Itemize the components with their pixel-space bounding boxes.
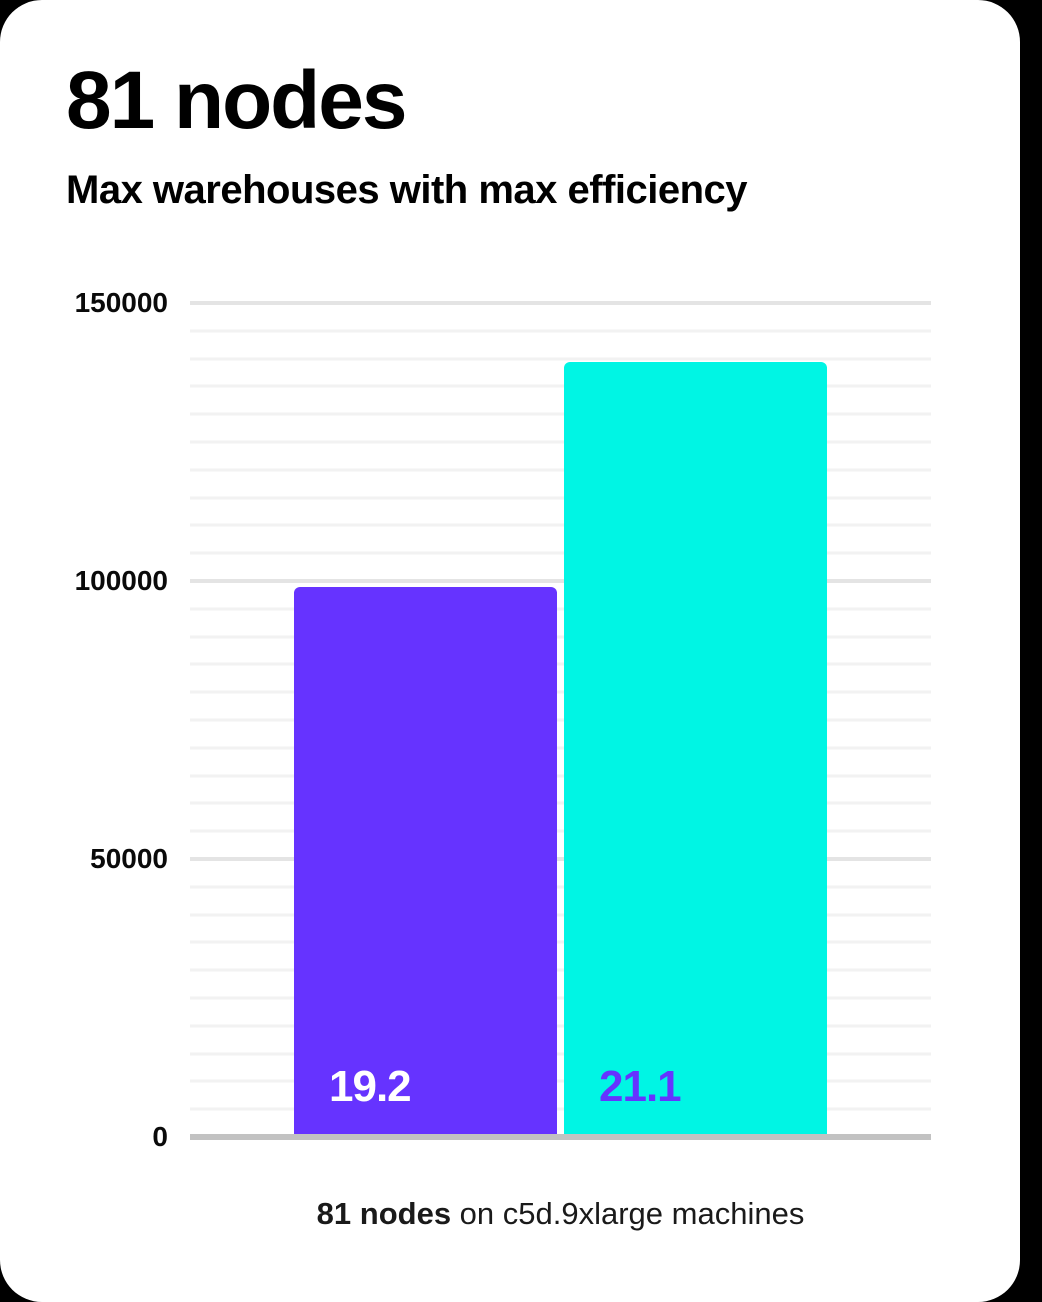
minor-gridline — [190, 718, 931, 722]
x-axis-line — [190, 1134, 931, 1140]
minor-gridline — [190, 440, 931, 444]
minor-gridline — [190, 329, 931, 333]
minor-gridline — [190, 746, 931, 750]
minor-gridline — [190, 913, 931, 917]
caption-regular-text: on c5d.9xlarge machines — [451, 1196, 805, 1231]
y-axis-tick-labels: 150000 100000 50000 0 — [40, 289, 168, 1151]
bar-chart-plot: 19.2 21.1 — [190, 301, 931, 1140]
y-tick-label: 100000 — [74, 565, 168, 597]
y-tick-label: 50000 — [90, 843, 168, 875]
caption-bold-text: 81 nodes — [316, 1196, 452, 1231]
minor-gridline — [190, 496, 931, 500]
minor-gridline — [190, 635, 931, 639]
minor-gridline — [190, 1052, 931, 1056]
minor-gridline — [190, 885, 931, 889]
minor-gridline — [190, 940, 931, 944]
bar-value-label: 21.1 — [599, 1062, 682, 1111]
minor-gridline — [190, 662, 931, 666]
minor-gridline — [190, 523, 931, 527]
bar-cyan: 21.1 — [564, 361, 827, 1137]
minor-gridline — [190, 1024, 931, 1028]
page-title: 81 nodes — [66, 55, 407, 146]
minor-gridline — [190, 690, 931, 694]
minor-gridline — [190, 996, 931, 1000]
major-gridline — [190, 579, 931, 584]
minor-gridline — [190, 607, 931, 611]
chart-caption: 81 nodes on c5d.9xlarge machines — [190, 1196, 931, 1232]
chart-card: 81 nodes Max warehouses with max efficie… — [0, 0, 1020, 1302]
page-subtitle: Max warehouses with max efficiency — [66, 168, 748, 212]
y-tick-label: 150000 — [74, 287, 168, 318]
major-gridline — [190, 857, 931, 862]
minor-gridline — [190, 551, 931, 555]
minor-gridline — [190, 468, 931, 472]
major-gridline — [190, 301, 931, 305]
minor-gridline — [190, 1107, 931, 1111]
minor-gridline — [190, 1079, 931, 1083]
minor-gridline — [190, 384, 931, 388]
minor-gridline — [190, 829, 931, 833]
minor-gridline — [190, 968, 931, 972]
minor-gridline — [190, 774, 931, 778]
minor-gridline — [190, 412, 931, 416]
bars-group: 19.2 21.1 — [190, 303, 931, 1137]
bar-value-label: 19.2 — [329, 1062, 412, 1111]
bar-purple: 19.2 — [294, 586, 557, 1137]
y-tick-label: 0 — [152, 1121, 168, 1152]
minor-gridline — [190, 357, 931, 361]
minor-gridline — [190, 801, 931, 805]
